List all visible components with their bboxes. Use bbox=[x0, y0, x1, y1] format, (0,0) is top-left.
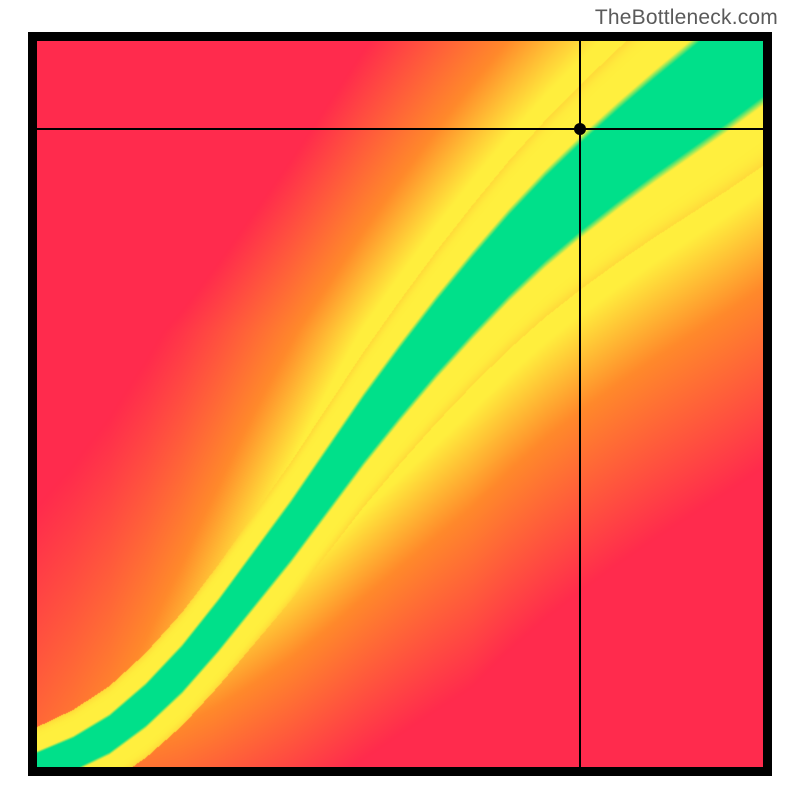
chart-container: TheBottleneck.com bbox=[0, 0, 800, 800]
crosshair-horizontal bbox=[37, 128, 763, 130]
heatmap-canvas bbox=[37, 41, 763, 767]
crosshair-vertical bbox=[579, 41, 581, 767]
plot-area bbox=[37, 41, 763, 767]
crosshair-marker bbox=[574, 123, 586, 135]
attribution-text: TheBottleneck.com bbox=[595, 6, 778, 30]
